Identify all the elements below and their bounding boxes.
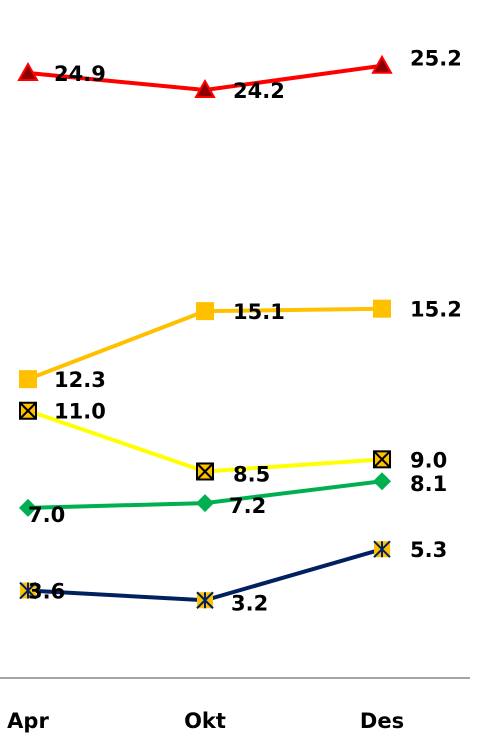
data-label: 7.0: [28, 503, 65, 527]
data-label: 8.1: [410, 472, 447, 496]
data-label: 15.2: [410, 298, 462, 322]
square-marker: [373, 299, 391, 318]
x-tick-label: Apr: [7, 709, 49, 733]
diamond-marker: [19, 498, 37, 517]
asterisk-marker: [196, 591, 214, 609]
x-tick-label: Des: [360, 709, 404, 733]
data-label: 15.1: [233, 300, 285, 324]
square-marker: [19, 370, 37, 389]
data-label: 3.2: [231, 591, 268, 615]
square-marker: [196, 302, 214, 321]
data-labels: 24.9 24.2 25.2 12.3 15.1 15.2 11.0 8.5 9.0 7.0 7.2…: [28, 47, 462, 616]
data-label: 5.3: [410, 538, 447, 562]
data-label: 12.3: [54, 368, 106, 392]
x-tick-label: Okt: [184, 709, 226, 733]
triangle-marker: [17, 61, 39, 82]
triangle-marker: [194, 78, 216, 99]
diamond-marker: [196, 494, 214, 513]
data-label: 9.0: [410, 448, 447, 472]
x-square-marker: [196, 462, 214, 481]
asterisk-marker: [19, 581, 37, 600]
diamond-marker: [373, 472, 391, 491]
data-label: 3.6: [28, 580, 65, 604]
x-square-marker: [19, 401, 37, 420]
triangle-marker: [371, 54, 393, 74]
data-label: 11.0: [54, 400, 106, 424]
x-axis-tick-labels: Apr Okt Des: [7, 709, 404, 733]
data-label: 24.2: [233, 79, 285, 103]
data-label: 8.5: [233, 462, 270, 486]
series-markers: [17, 54, 393, 609]
asterisk-marker: [373, 540, 391, 558]
x-square-marker: [373, 450, 391, 469]
data-label: 24.9: [54, 62, 106, 86]
data-label: 25.2: [410, 47, 462, 71]
series-lines: [27, 63, 383, 603]
data-label: 7.2: [229, 494, 266, 518]
